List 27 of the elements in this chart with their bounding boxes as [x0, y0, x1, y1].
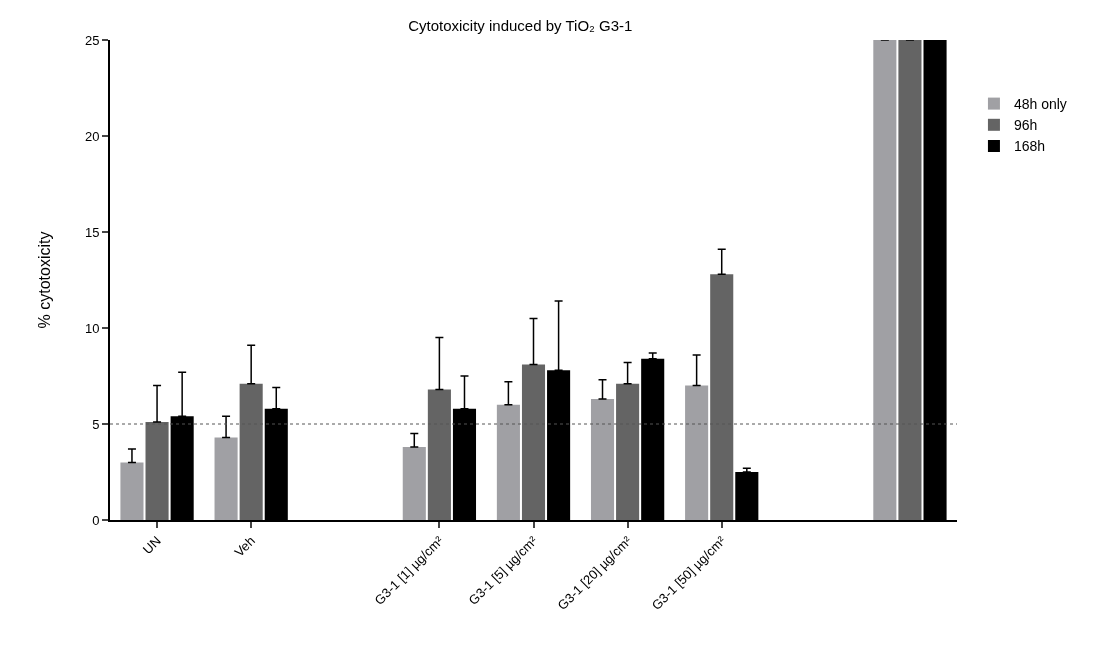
bar	[873, 40, 897, 520]
bar	[616, 383, 640, 520]
x-tick-label: Veh	[231, 533, 258, 560]
bar	[521, 364, 546, 520]
y-tick-label: 5	[92, 416, 100, 432]
y-tick-label: 25	[84, 32, 100, 48]
y-tick-label: 20	[84, 128, 100, 144]
bar	[590, 399, 615, 520]
bar	[214, 437, 238, 520]
x-tick-label: UN	[139, 533, 164, 558]
y-tick-label: 15	[84, 224, 100, 240]
bar	[496, 404, 520, 520]
y-axis-title: % cytotoxicity	[36, 231, 54, 329]
bar	[685, 385, 709, 520]
bar	[898, 40, 922, 520]
y-tick-label: 10	[84, 320, 100, 336]
legend-label: 48h only	[1013, 96, 1067, 113]
legend-label: 96h	[1013, 117, 1038, 134]
bar	[120, 462, 144, 520]
y-tick-label: 0	[92, 512, 100, 528]
chart-title: Cytotoxicity induced by TiO₂ G3-1	[408, 16, 633, 34]
bar	[145, 422, 169, 520]
bar	[427, 389, 451, 520]
legend-label: 168h	[1013, 138, 1046, 155]
bar	[402, 447, 426, 520]
bar	[239, 383, 263, 520]
bar	[710, 274, 734, 520]
